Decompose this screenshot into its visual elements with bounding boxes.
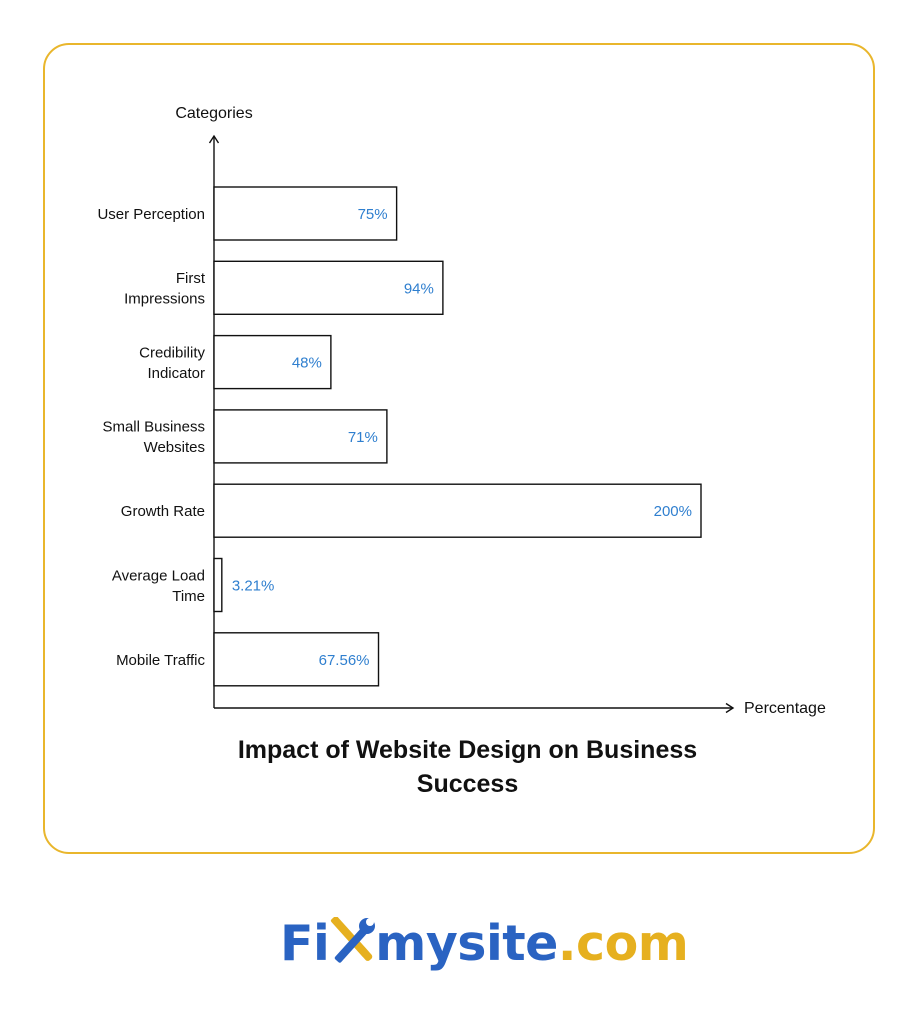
logo-text-mysite: mysite: [375, 914, 558, 972]
value-labels-group: 75% 94% 48% 71% 200% 3.21% 67.56%: [232, 206, 692, 669]
category-label-3: Small Business Websites: [102, 419, 205, 457]
x-axis-arrow: [725, 702, 735, 714]
category-label-4: Growth Rate: [121, 503, 205, 520]
category-label-5: Average Load Time: [112, 567, 205, 605]
category-label-1: First Impressions: [124, 270, 206, 308]
value-label-2: 48%: [292, 355, 322, 372]
logo-text-fi: Fi: [280, 914, 330, 972]
value-label-0: 75%: [358, 206, 388, 223]
value-label-3: 71%: [348, 429, 378, 446]
chart-card: [43, 43, 875, 854]
value-label-6: 67.56%: [319, 652, 370, 669]
value-label-5: 3.21%: [232, 578, 275, 595]
bar-2: [213, 334, 332, 390]
y-axis-label: Categories: [175, 105, 252, 122]
category-label-2: Credibility Indicator: [139, 344, 205, 382]
bar-5: [213, 557, 223, 613]
x-axis-label: Percentage: [744, 700, 826, 717]
category-label-0: User Perception: [97, 206, 205, 223]
y-axis-arrow: [208, 134, 220, 144]
bar-4: [213, 483, 702, 538]
value-label-4: 200%: [654, 503, 692, 520]
bar-1: [213, 260, 444, 315]
chart-title: Impact of Website Design on Business Suc…: [237, 736, 698, 798]
category-label-6: Mobile Traffic: [116, 652, 205, 669]
bars-group: [213, 186, 702, 687]
wrench-screwdriver-icon: [331, 917, 376, 963]
fixmysite-logo: Fi mysite .com: [280, 908, 689, 978]
bar-6: [213, 632, 380, 687]
bar-3: [213, 409, 388, 464]
value-label-1: 94%: [404, 280, 434, 297]
bar-0: [213, 186, 398, 241]
logo-text-com: .com: [557, 914, 689, 972]
category-labels-group: User Perception First Impressions Credibili…: [97, 206, 205, 669]
